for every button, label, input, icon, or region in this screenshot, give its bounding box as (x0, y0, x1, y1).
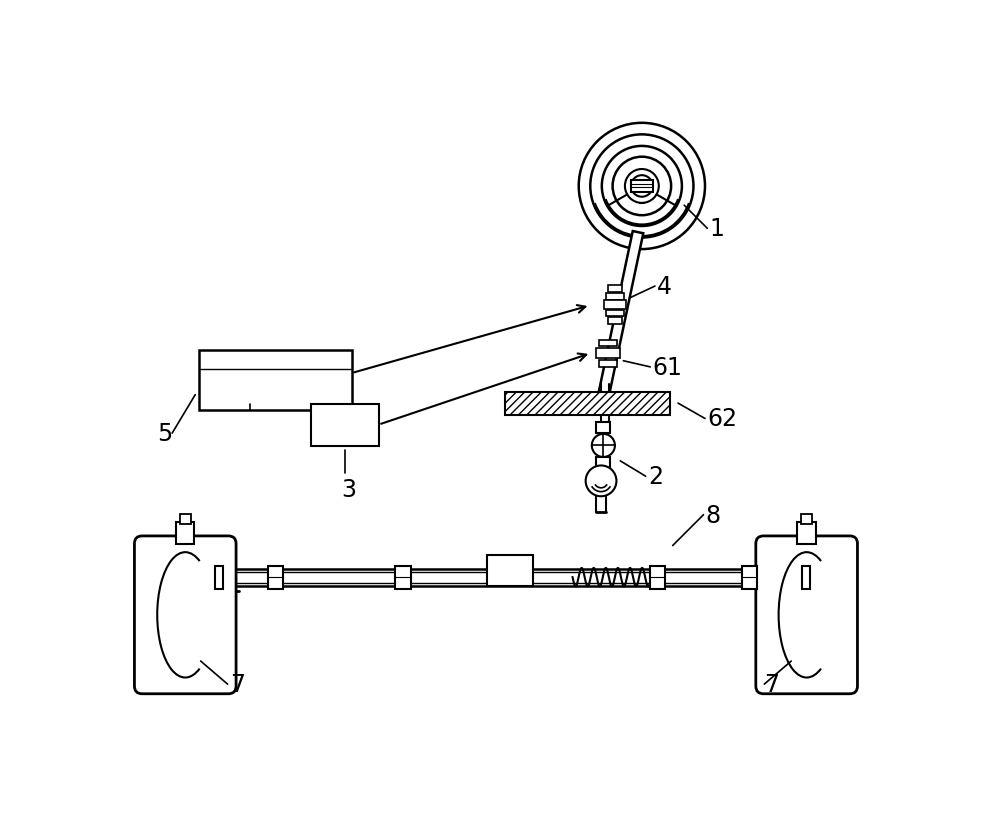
Bar (650, 566, 665, 589)
Text: 61: 61 (653, 355, 683, 379)
Bar (395, 566, 411, 589)
Text: 2: 2 (648, 464, 663, 489)
Circle shape (590, 135, 693, 238)
Text: 7: 7 (764, 672, 779, 696)
Bar (608, 318, 622, 325)
Bar (742, 566, 757, 589)
Text: 4: 4 (657, 274, 672, 299)
Circle shape (586, 466, 616, 496)
Bar (802, 566, 810, 589)
Bar (176, 523, 194, 544)
Bar (596, 348, 620, 359)
FancyBboxPatch shape (134, 536, 236, 694)
Bar (225, 572, 800, 583)
Bar (505, 392, 670, 415)
Bar (268, 566, 283, 589)
Circle shape (579, 124, 705, 250)
Bar (311, 405, 379, 446)
Text: 3: 3 (342, 477, 357, 501)
Text: 7: 7 (230, 672, 245, 696)
Text: 62: 62 (707, 407, 737, 431)
Bar (596, 423, 610, 433)
Bar (631, 180, 653, 192)
Bar (199, 351, 352, 410)
Text: 5: 5 (157, 422, 172, 446)
Bar (604, 301, 626, 310)
Polygon shape (598, 232, 643, 398)
Bar (596, 458, 610, 468)
Circle shape (602, 147, 682, 227)
FancyBboxPatch shape (756, 536, 857, 694)
Circle shape (625, 170, 659, 204)
Bar (599, 340, 617, 347)
Bar (608, 286, 622, 292)
Circle shape (592, 434, 615, 458)
Circle shape (631, 176, 653, 197)
Bar (180, 514, 191, 524)
Bar (218, 569, 807, 586)
Bar (797, 523, 816, 544)
Bar (215, 566, 223, 589)
Bar (801, 514, 812, 524)
Bar (606, 310, 624, 317)
Bar (599, 360, 617, 367)
Circle shape (613, 157, 671, 216)
Text: 1: 1 (710, 217, 724, 241)
Bar (606, 293, 624, 300)
Bar (487, 555, 533, 586)
Text: 8: 8 (706, 503, 721, 527)
